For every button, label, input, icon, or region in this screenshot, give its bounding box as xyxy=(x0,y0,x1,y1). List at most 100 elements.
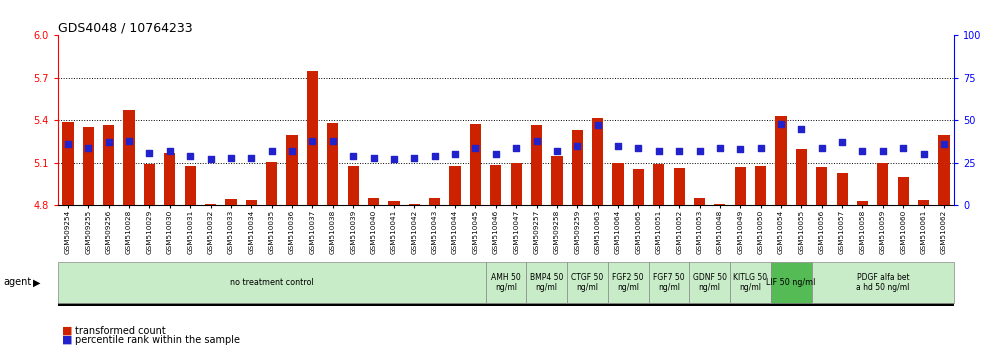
Bar xyxy=(837,173,848,205)
Point xyxy=(161,148,177,154)
Point xyxy=(447,152,463,157)
Bar xyxy=(388,201,399,205)
Point xyxy=(549,148,565,154)
Bar xyxy=(592,118,604,205)
Bar xyxy=(287,135,298,205)
Bar xyxy=(368,198,379,205)
Text: ■: ■ xyxy=(62,335,73,345)
Text: FGF7 50
ng/ml: FGF7 50 ng/ml xyxy=(653,273,685,292)
Bar xyxy=(511,163,522,205)
Text: agent: agent xyxy=(3,277,31,287)
Text: no treatment control: no treatment control xyxy=(230,278,314,287)
Bar xyxy=(816,167,828,205)
Text: GDNF 50
ng/ml: GDNF 50 ng/ml xyxy=(692,273,727,292)
Point xyxy=(895,145,911,150)
Point xyxy=(835,139,851,145)
Point xyxy=(81,145,97,150)
Point xyxy=(60,141,76,147)
Bar xyxy=(877,163,888,205)
Point xyxy=(467,145,483,150)
Bar xyxy=(124,110,134,205)
Point xyxy=(141,150,157,155)
Bar xyxy=(857,201,869,205)
Bar xyxy=(938,135,949,205)
Point xyxy=(590,122,606,128)
Point xyxy=(284,148,300,154)
Point xyxy=(488,152,504,157)
Bar xyxy=(552,156,563,205)
Point xyxy=(406,155,422,161)
Bar xyxy=(714,204,725,205)
Point xyxy=(264,148,280,154)
Point xyxy=(732,147,748,152)
Point xyxy=(305,138,321,144)
Point xyxy=(691,148,707,154)
Bar xyxy=(246,200,257,205)
Point xyxy=(855,148,871,154)
Bar xyxy=(632,169,644,205)
Bar xyxy=(266,162,277,205)
Point xyxy=(814,145,830,150)
Text: BMP4 50
ng/ml: BMP4 50 ng/ml xyxy=(530,273,564,292)
Bar xyxy=(673,168,684,205)
Point xyxy=(610,143,625,149)
Text: AMH 50
ng/ml: AMH 50 ng/ml xyxy=(491,273,521,292)
Point xyxy=(366,155,381,161)
Point xyxy=(243,155,259,161)
Bar xyxy=(776,116,787,205)
Bar xyxy=(735,167,746,205)
Bar xyxy=(307,71,318,205)
Bar xyxy=(897,177,908,205)
Bar xyxy=(348,166,359,205)
Point xyxy=(202,156,218,162)
Bar xyxy=(408,204,420,205)
Text: transformed count: transformed count xyxy=(75,326,165,336)
Bar xyxy=(143,164,155,205)
Point xyxy=(223,155,239,161)
Point xyxy=(570,143,586,149)
Point xyxy=(650,148,666,154)
Point xyxy=(630,145,646,150)
Point xyxy=(936,141,952,147)
Bar xyxy=(104,125,115,205)
Bar xyxy=(613,163,623,205)
Point xyxy=(426,153,442,159)
Bar xyxy=(429,198,440,205)
Bar xyxy=(531,125,542,205)
Text: FGF2 50
ng/ml: FGF2 50 ng/ml xyxy=(613,273,644,292)
Text: PDGF alfa bet
a hd 50 ng/ml: PDGF alfa bet a hd 50 ng/ml xyxy=(857,273,909,292)
Bar xyxy=(470,124,481,205)
Point xyxy=(346,153,362,159)
Point xyxy=(753,145,769,150)
Text: percentile rank within the sample: percentile rank within the sample xyxy=(75,335,240,345)
Bar xyxy=(205,204,216,205)
Bar xyxy=(755,166,766,205)
Text: ■: ■ xyxy=(62,326,73,336)
Bar xyxy=(63,122,74,205)
Bar xyxy=(184,166,196,205)
Bar xyxy=(328,123,339,205)
Point xyxy=(101,139,117,145)
Bar xyxy=(694,198,705,205)
Point xyxy=(182,153,198,159)
Point xyxy=(915,152,931,157)
Point xyxy=(874,148,890,154)
Text: KITLG 50
ng/ml: KITLG 50 ng/ml xyxy=(733,273,768,292)
Text: LIF 50 ng/ml: LIF 50 ng/ml xyxy=(767,278,816,287)
Point xyxy=(385,156,401,162)
Text: GDS4048 / 10764233: GDS4048 / 10764233 xyxy=(58,21,192,34)
Bar xyxy=(490,165,501,205)
Point xyxy=(671,148,687,154)
Bar xyxy=(225,199,236,205)
Point xyxy=(712,145,728,150)
Point xyxy=(529,138,545,144)
Bar xyxy=(918,200,929,205)
Bar xyxy=(572,130,583,205)
Text: ▶: ▶ xyxy=(33,277,41,287)
Point xyxy=(508,145,524,150)
Bar xyxy=(449,166,460,205)
Point xyxy=(325,138,341,144)
Bar xyxy=(83,127,94,205)
Bar xyxy=(796,149,807,205)
Bar xyxy=(164,153,175,205)
